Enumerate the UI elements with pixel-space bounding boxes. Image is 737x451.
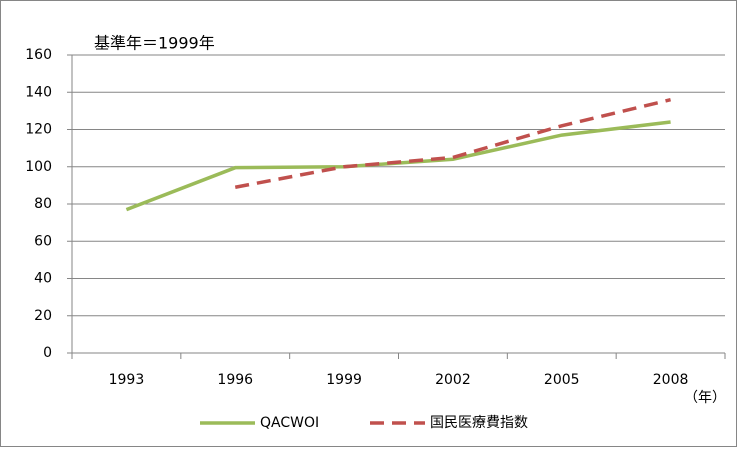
x-tick-label: 1999 [326, 372, 362, 388]
series-line [234, 97, 671, 189]
x-unit: （年） [684, 390, 726, 406]
x-tick-label: 2005 [544, 372, 580, 388]
y-tick-label: 0 [43, 345, 52, 361]
y-tick-label: 60 [34, 233, 52, 249]
y-tick-label: 20 [34, 308, 52, 324]
y-tick-label: 40 [34, 271, 52, 287]
y-tick-label: 80 [34, 196, 52, 212]
y-tick-label: 160 [25, 47, 52, 63]
legend-label: QACWOI [260, 415, 319, 431]
annotation: 基準年＝1999年 [94, 34, 215, 53]
y-tick-label: 140 [25, 84, 52, 100]
x-tick-label: 2002 [435, 372, 471, 388]
x-tick-label: 1996 [217, 372, 253, 388]
y-tick-label: 100 [25, 159, 52, 175]
x-tick-label: 1993 [109, 372, 145, 388]
y-tick-label: 120 [25, 122, 52, 138]
legend-label: 国民医療費指数 [430, 414, 528, 431]
x-tick-label: 2008 [653, 372, 689, 388]
